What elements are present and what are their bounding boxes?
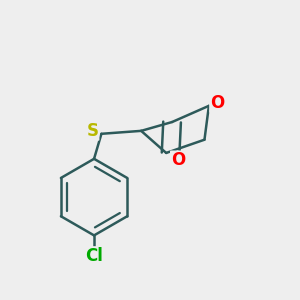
- Text: O: O: [210, 94, 224, 112]
- Text: O: O: [171, 151, 185, 169]
- Text: S: S: [87, 122, 99, 140]
- Text: Cl: Cl: [85, 247, 103, 265]
